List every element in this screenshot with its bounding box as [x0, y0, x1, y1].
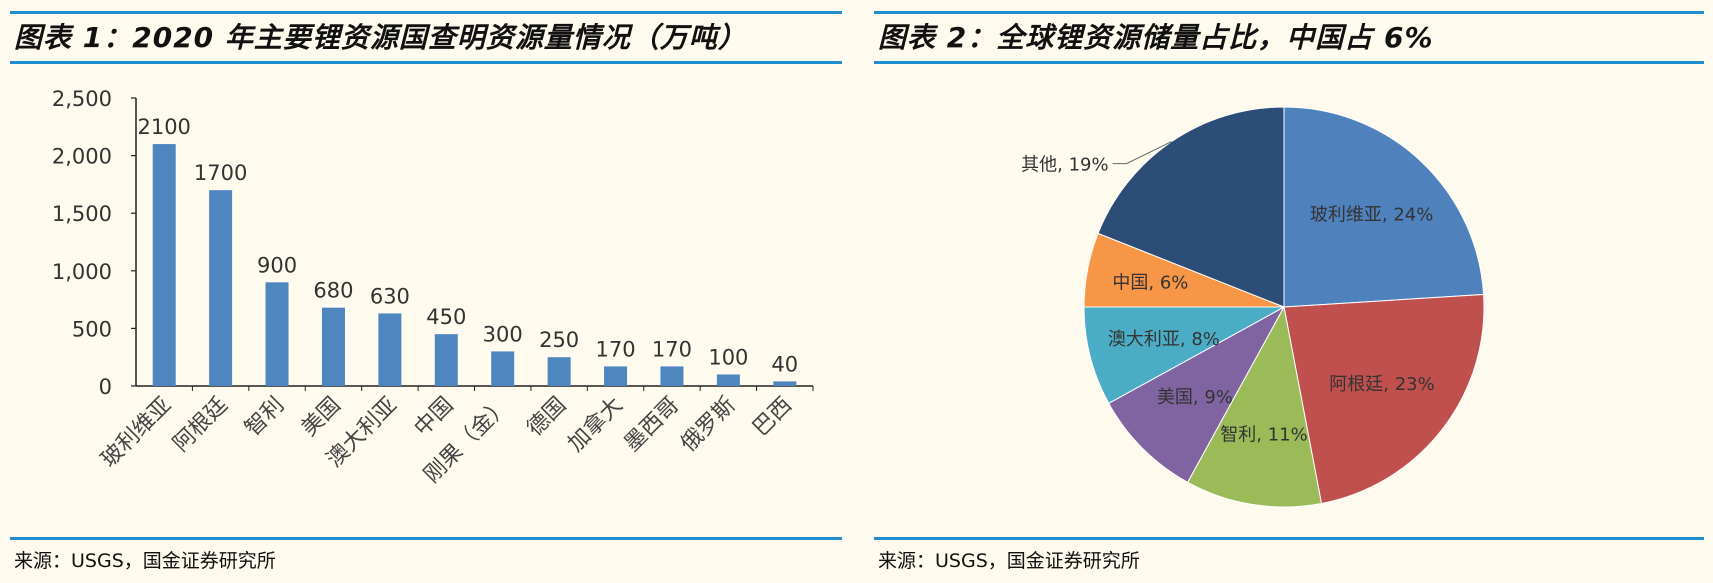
pie-slice — [1186, 305, 1323, 508]
y-tick-label: 0 — [99, 375, 112, 399]
y-tick-label: 1,500 — [52, 202, 112, 226]
pie-slice — [1283, 293, 1485, 505]
data-label: 170 — [652, 337, 692, 361]
category-label: 巴西 — [748, 393, 797, 442]
category-label: 德国 — [523, 393, 572, 442]
bar — [716, 374, 740, 386]
data-label: 1700 — [194, 161, 247, 185]
pie-slice — [1283, 106, 1485, 308]
bar — [434, 334, 458, 386]
slice-label: 美国, 9% — [1157, 387, 1233, 408]
source-note: 来源：USGS，国金证券研究所 — [878, 550, 1140, 572]
bar — [604, 366, 628, 386]
chart-panel-1: 图表 1：2020 年主要锂资源国查明资源量情况（万吨） 0 500 1,000 1,… — [10, 0, 842, 583]
leader-line — [1112, 141, 1172, 165]
y-tick-label: 2,000 — [52, 145, 112, 169]
bottom-rule — [10, 537, 842, 540]
data-label: 300 — [483, 322, 523, 346]
bar — [773, 381, 797, 386]
category-label: 墨西哥 — [620, 393, 684, 457]
bar — [152, 144, 176, 386]
title-rule — [874, 61, 1704, 64]
slice-label: 其他, 19% — [1021, 155, 1108, 176]
bar — [321, 307, 345, 386]
category-label: 玻利维亚 — [97, 393, 177, 473]
source-note: 来源：USGS，国金证券研究所 — [14, 550, 276, 572]
data-label: 170 — [595, 337, 635, 361]
chart-title: 图表 1：2020 年主要锂资源国查明资源量情况（万吨） — [14, 21, 747, 54]
category-label: 加拿大 — [563, 392, 628, 457]
bar — [265, 282, 289, 386]
data-label: 630 — [370, 284, 410, 308]
category-label: 美国 — [297, 393, 346, 442]
slice-label: 智利, 11% — [1220, 424, 1307, 445]
top-rule — [10, 11, 842, 14]
data-label: 900 — [257, 253, 297, 277]
chart-title: 图表 2：全球锂资源储量占比，中国占 6% — [878, 21, 1434, 54]
data-label: 2100 — [137, 115, 190, 139]
data-label: 680 — [313, 279, 353, 303]
bar — [209, 190, 233, 386]
bar — [378, 313, 402, 386]
category-label: 智利 — [240, 393, 289, 442]
bar-chart: 0 500 1,000 1,500 2,000 2,500 2100 玻利维亚 1700 阿根廷 9… — [52, 87, 814, 488]
data-label: 40 — [771, 352, 798, 376]
slice-label: 阿根廷, 23% — [1329, 374, 1434, 395]
bar — [547, 357, 571, 386]
bottom-rule — [874, 537, 1704, 540]
data-label: 450 — [426, 305, 466, 329]
pie-chart: 玻利维亚, 24% 阿根廷, 23% 智利, 11% 美国, 9% 澳大利亚, 8% 中国… — [1021, 106, 1485, 508]
bar — [491, 351, 515, 386]
category-label: 阿根廷 — [169, 393, 233, 457]
category-label: 俄罗斯 — [676, 393, 740, 457]
title-rule — [10, 61, 842, 64]
y-tick-label: 1,000 — [52, 260, 112, 284]
category-label: 中国 — [410, 393, 459, 442]
slice-label: 中国, 6% — [1112, 273, 1188, 294]
pie-slice — [1108, 305, 1286, 483]
pie-slice — [1083, 306, 1285, 405]
y-tick-label: 500 — [72, 317, 112, 341]
slice-label: 澳大利亚, 8% — [1108, 329, 1220, 350]
slice-label: 玻利维亚, 24% — [1310, 205, 1433, 226]
data-label: 100 — [708, 345, 748, 369]
bar — [660, 366, 684, 386]
top-rule — [874, 11, 1704, 14]
chart-panel-2: 图表 2：全球锂资源储量占比，中国占 6% 玻利维亚, 24% 阿根廷, 23% 智… — [874, 0, 1704, 583]
y-tick-label: 2,500 — [52, 87, 112, 111]
data-label: 250 — [539, 328, 579, 352]
